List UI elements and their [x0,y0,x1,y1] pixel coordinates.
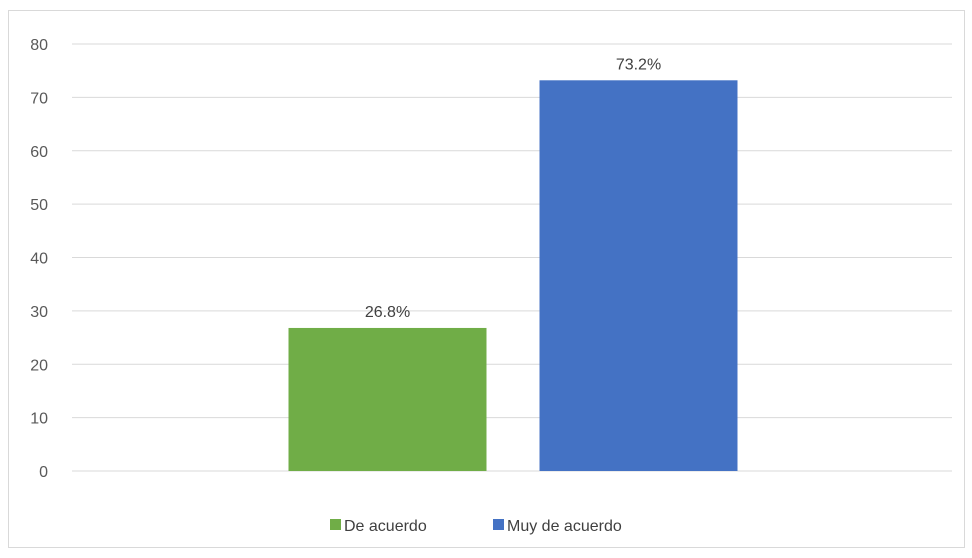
y-tick-label-10: 10 [30,411,48,428]
data-labels: 26.8% 73.2% [365,56,661,321]
legend-label-muy-de-acuerdo: Muy de acuerdo [507,518,622,535]
data-label-muy-de-acuerdo: 73.2% [616,56,661,73]
bar-de-acuerdo [288,327,487,471]
bar-muy-de-acuerdo [539,80,738,472]
legend-label-de-acuerdo: De acuerdo [344,518,427,535]
y-tick-label-70: 70 [30,90,48,107]
bars [288,80,738,472]
y-tick-label-0: 0 [39,464,48,481]
y-tick-label-30: 30 [30,304,48,321]
legend: De acuerdo Muy de acuerdo [330,518,622,535]
y-tick-label-60: 60 [30,144,48,161]
legend-swatch-muy-de-acuerdo [493,519,504,530]
data-label-de-acuerdo: 26.8% [365,304,410,321]
gridlines [72,43,952,472]
legend-swatch-de-acuerdo [330,519,341,530]
y-axis: 0 10 20 30 40 50 60 70 80 [30,37,48,481]
y-tick-label-80: 80 [30,37,48,54]
y-tick-label-50: 50 [30,197,48,214]
y-tick-label-20: 20 [30,357,48,374]
y-tick-label-40: 40 [30,251,48,268]
